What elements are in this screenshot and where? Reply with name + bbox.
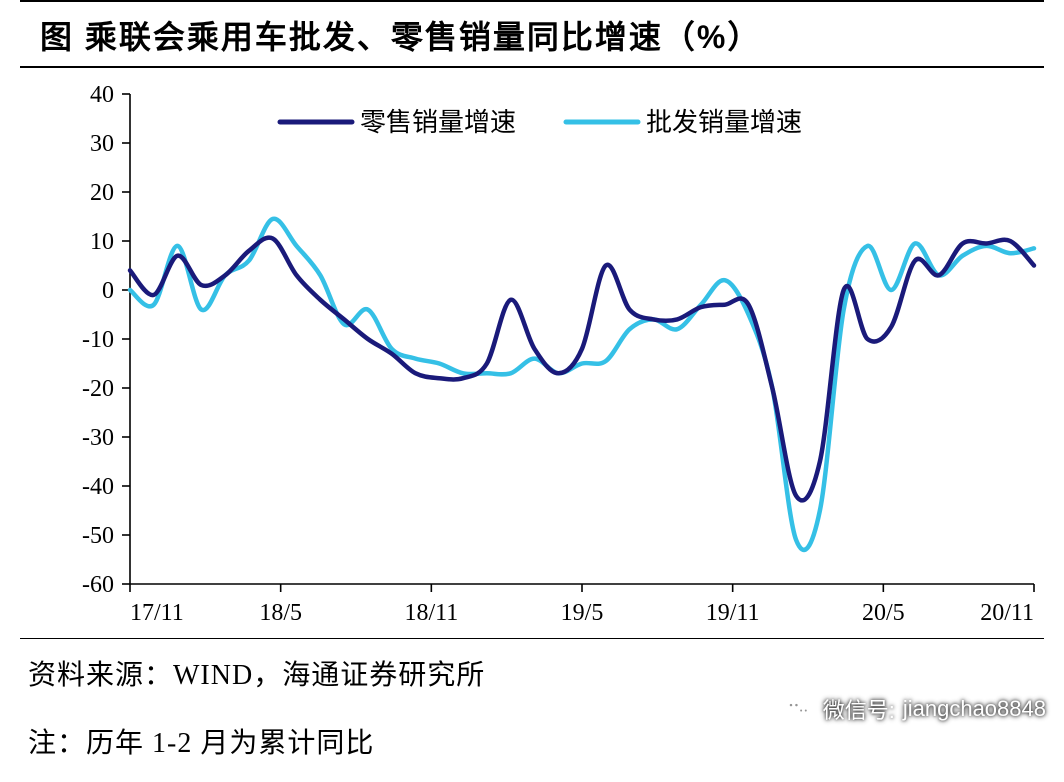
svg-text:-30: -30 bbox=[82, 425, 114, 451]
svg-text:-20: -20 bbox=[82, 376, 114, 402]
chart-area: -60 -50 -40 -30 -20 -10 0 10 20 30 40 17/11 18/5 18/1… bbox=[20, 68, 1044, 638]
svg-text:-50: -50 bbox=[82, 523, 114, 549]
chart-title: 图 乘联会乘用车批发、零售销量同比增速（%） bbox=[20, 2, 1044, 66]
svg-text:20/11: 20/11 bbox=[980, 600, 1034, 626]
figure-container: 图 乘联会乘用车批发、零售销量同比增速（%） -60 -50 -40 -30 -20 -1… bbox=[20, 0, 1044, 771]
svg-text:-40: -40 bbox=[82, 474, 114, 500]
svg-text:18/11: 18/11 bbox=[404, 600, 458, 626]
svg-text:40: 40 bbox=[90, 82, 114, 108]
svg-text:零售销量增速: 零售销量增速 bbox=[360, 108, 516, 137]
svg-text:批发销量增速: 批发销量增速 bbox=[646, 108, 802, 137]
svg-text:17/11: 17/11 bbox=[130, 600, 184, 626]
chart-legend: 零售销量增速 批发销量增速 bbox=[280, 108, 802, 137]
svg-text:30: 30 bbox=[90, 131, 114, 157]
line-chart: -60 -50 -40 -30 -20 -10 0 10 20 30 40 17/11 18/5 18/1… bbox=[20, 74, 1044, 634]
wechat-icon bbox=[781, 692, 815, 726]
svg-text:10: 10 bbox=[90, 229, 114, 255]
svg-text:18/5: 18/5 bbox=[259, 600, 302, 626]
series-wholesale bbox=[130, 218, 1034, 549]
svg-text:-10: -10 bbox=[82, 327, 114, 353]
watermark-label: 微信号: bbox=[823, 693, 895, 725]
svg-text:19/11: 19/11 bbox=[706, 600, 760, 626]
svg-text:0: 0 bbox=[102, 278, 114, 304]
svg-text:20: 20 bbox=[90, 180, 114, 206]
wechat-watermark: 微信号: jiangchao8848 bbox=[781, 692, 1046, 726]
svg-text:-60: -60 bbox=[82, 572, 114, 598]
svg-text:19/5: 19/5 bbox=[561, 600, 604, 626]
svg-text:20/5: 20/5 bbox=[862, 600, 905, 626]
watermark-id: jiangchao8848 bbox=[903, 696, 1046, 722]
